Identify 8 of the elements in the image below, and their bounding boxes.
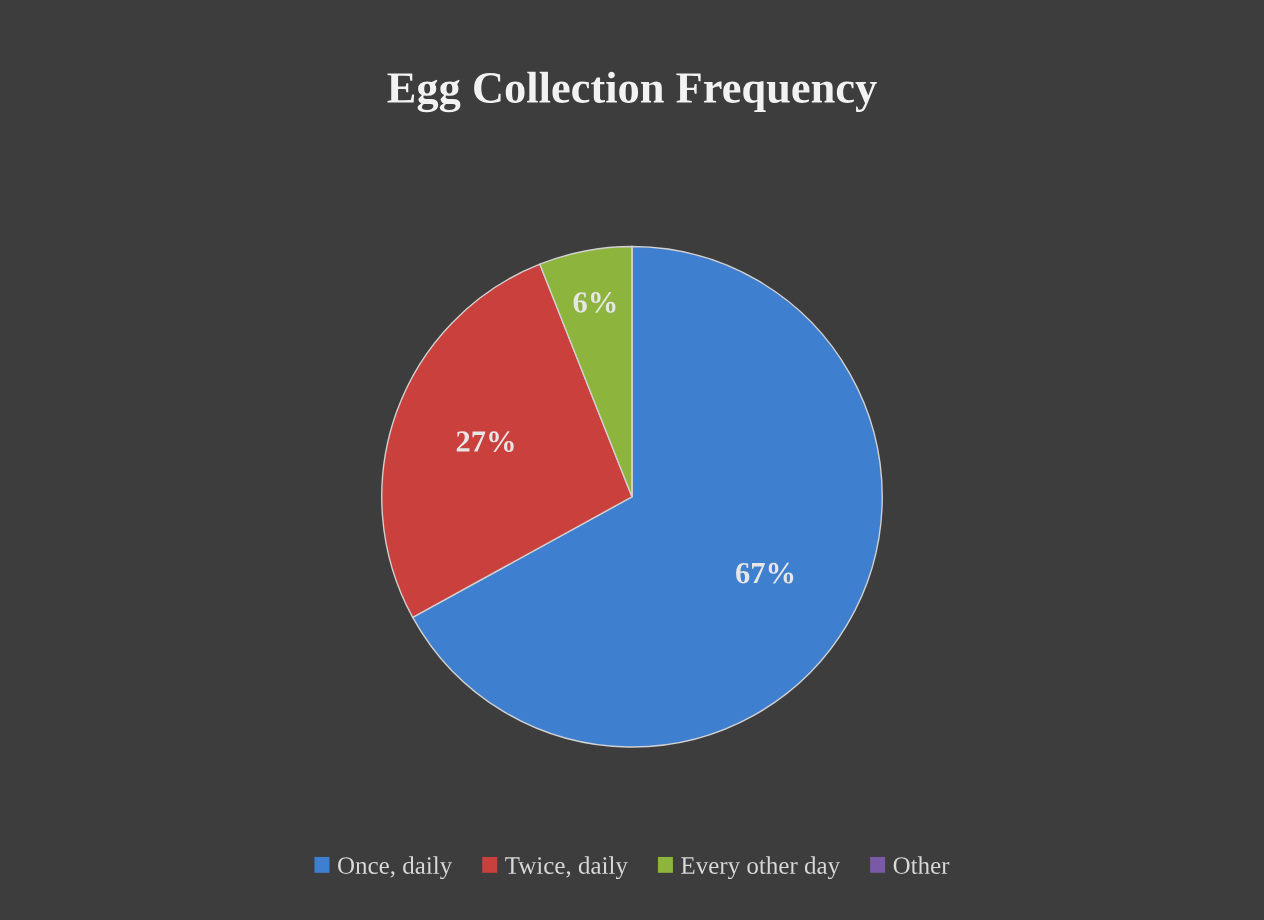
legend-label: Every other day [681,856,840,880]
chart-title: Egg Collection Frequency [387,71,877,113]
legend-label: Other [893,856,950,874]
data-label: 6% [573,292,616,313]
data-label: 67% [736,562,794,584]
legend-label: Twice, daily [505,856,628,880]
legend-label: Once, daily [338,856,453,880]
data-label: 27% [456,431,514,452]
